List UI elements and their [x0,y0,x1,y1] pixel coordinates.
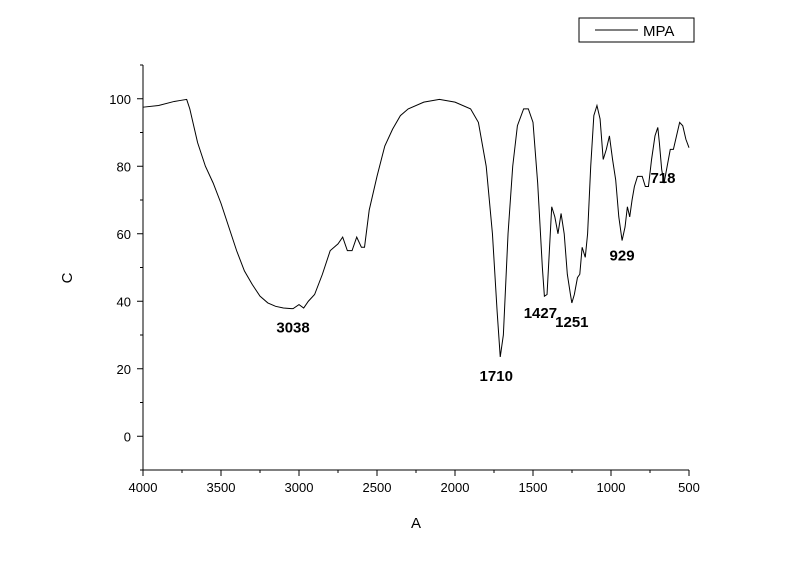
peak-label-1251: 1251 [555,314,588,331]
x-tick-label: 3000 [285,480,314,495]
x-tick-label: 4000 [129,480,158,495]
y-axis-title: C [59,272,76,283]
y-tick-label: 100 [109,92,131,107]
y-axis-ticks: 0 20 40 60 80 100 [109,64,143,471]
legend: MPA [578,17,695,43]
y-tick-label: 40 [117,294,131,309]
peak-label-929: 929 [610,248,635,265]
x-tick-label: 1000 [597,480,626,495]
x-tick-label: 3500 [207,480,236,495]
plot-area: 4000 3500 3000 2500 2000 1500 1000 500 0 20 40 60 8… [109,64,700,495]
series-line-mpa [142,98,690,358]
x-axis-title: A [411,515,421,532]
peak-label-3038: 3038 [276,320,309,337]
peak-label-718: 718 [650,170,675,187]
y-tick-label: 20 [117,362,131,377]
x-axis-ticks: 4000 3500 3000 2500 2000 1500 1000 500 [129,470,700,495]
legend-label: MPA [643,23,674,40]
peak-label-1427: 1427 [524,305,557,322]
x-tick-label: 500 [678,480,700,495]
x-tick-label: 2500 [363,480,392,495]
x-tick-label: 1500 [519,480,548,495]
y-tick-label: 0 [124,429,131,444]
x-tick-label: 2000 [441,480,470,495]
y-tick-label: 80 [117,159,131,174]
y-tick-label: 60 [117,227,131,242]
peak-label-1710: 1710 [480,368,513,385]
